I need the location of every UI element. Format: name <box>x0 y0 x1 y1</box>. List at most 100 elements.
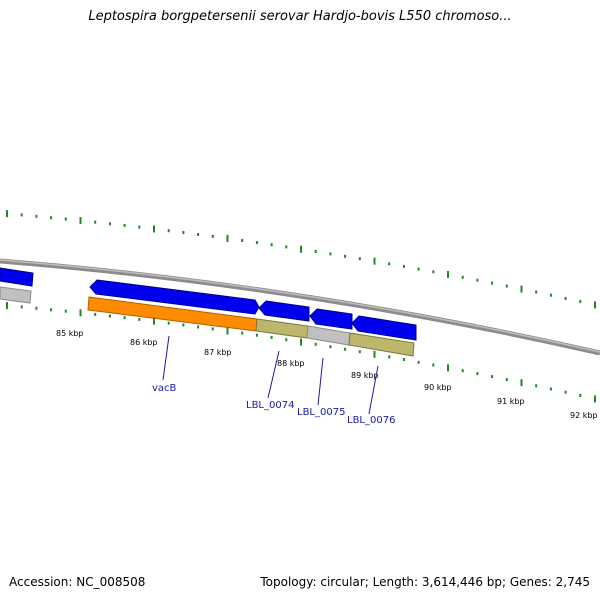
leader-lbl-0076 <box>368 365 379 415</box>
gene-label-lbl-0075[interactable]: LBL_0075 <box>297 407 345 418</box>
outer-tick-6 <box>94 220 97 224</box>
inner-tick-32 <box>476 372 479 376</box>
outer-tick-19 <box>285 245 288 249</box>
topology-text: Topology: circular; Length: 3,614,446 bp… <box>260 575 590 589</box>
olive-feature-lbl-0076[interactable] <box>348 332 415 357</box>
inner-tick-1 <box>20 305 23 309</box>
outer-tick-2 <box>35 214 38 218</box>
outer-tick-8 <box>123 223 126 227</box>
inner-tick-29 <box>432 363 435 367</box>
scale-label-90: 90 kbp <box>424 383 452 392</box>
inner-tick-8 <box>123 316 126 320</box>
inner-tick-25 <box>373 350 376 358</box>
inner-tick-36 <box>535 384 538 388</box>
outer-tick-40 <box>594 301 596 309</box>
outer-tick-14 <box>211 234 214 238</box>
scale-label-91: 91 kbp <box>497 397 525 406</box>
outer-tick-17 <box>255 241 258 245</box>
cds-feature-left-edge[interactable] <box>0 267 34 287</box>
gene-label-lbl-0076[interactable]: LBL_0076 <box>347 415 395 426</box>
outer-tick-16 <box>241 239 244 242</box>
inner-tick-24 <box>358 350 361 354</box>
inner-tick-20 <box>300 338 302 346</box>
scale-label-87: 87 kbp <box>204 348 232 357</box>
outer-tick-39 <box>579 300 582 304</box>
outer-tick-38 <box>564 296 567 300</box>
inner-tick-3 <box>50 308 53 312</box>
outer-tick-21 <box>314 250 317 253</box>
leader-lbl-0074 <box>267 350 280 399</box>
inner-tick-31 <box>461 369 464 373</box>
inner-tick-17 <box>255 333 258 337</box>
outer-tick-32 <box>476 278 479 282</box>
inner-tick-11 <box>167 321 170 325</box>
outer-tick-0 <box>6 210 8 218</box>
outer-tick-12 <box>182 231 185 234</box>
inner-tick-18 <box>270 335 273 339</box>
outer-tick-23 <box>344 254 347 258</box>
gene-label-lbl-0074[interactable]: LBL_0074 <box>246 400 294 411</box>
inner-tick-21 <box>314 342 317 346</box>
inner-tick-39 <box>579 394 582 397</box>
outer-tick-5 <box>79 217 82 225</box>
outer-tick-22 <box>329 252 332 256</box>
outer-tick-7 <box>108 222 111 226</box>
outer-tick-31 <box>461 275 464 279</box>
inner-tick-35 <box>520 379 523 387</box>
inner-tick-4 <box>64 309 67 313</box>
accession-text: Accession: NC_008508 <box>9 575 146 589</box>
outer-tick-4 <box>64 217 67 221</box>
inner-tick-40 <box>594 395 596 403</box>
outer-tick-track <box>6 210 596 309</box>
inner-tick-5 <box>79 309 82 317</box>
gene-label-vacb[interactable]: vacB <box>152 383 177 394</box>
chromosome-backbone <box>0 258 600 356</box>
cds-feature-lbl-0075[interactable] <box>309 308 353 330</box>
inner-tick-14 <box>211 327 214 331</box>
cds-feature-vacb[interactable] <box>89 279 260 315</box>
leader-vacb <box>162 335 170 381</box>
outer-tick-37 <box>549 293 552 297</box>
gray-feature-lbl-0075[interactable] <box>306 325 351 346</box>
inner-tick-28 <box>417 360 420 364</box>
outer-tick-11 <box>167 229 170 233</box>
map-title: Leptospira borgpetersenii serovar Hardjo… <box>88 9 512 24</box>
outer-tick-27 <box>402 264 405 268</box>
inner-tick-0 <box>6 302 8 310</box>
scale-label-86: 86 kbp <box>130 338 158 347</box>
outer-tick-25 <box>373 257 376 265</box>
olive-feature-lbl-0074[interactable] <box>255 318 309 339</box>
inner-tick-27 <box>402 358 405 361</box>
outer-tick-35 <box>520 285 523 293</box>
leader-lbl-0075 <box>317 357 324 406</box>
cds-feature-lbl-0076[interactable] <box>351 315 417 341</box>
inner-tick-2 <box>35 306 38 310</box>
feature-track <box>0 286 415 357</box>
gray-feature-left-edge[interactable] <box>0 286 32 304</box>
chromosome-backbone-highlight <box>0 259 600 353</box>
inner-tick-34 <box>505 378 508 382</box>
outer-tick-13 <box>197 233 200 236</box>
outer-tick-28 <box>417 267 420 271</box>
outer-tick-1 <box>20 213 23 217</box>
inner-tick-12 <box>182 323 185 327</box>
inner-tick-26 <box>388 355 391 359</box>
inner-tick-38 <box>564 390 567 394</box>
outer-tick-36 <box>535 290 538 294</box>
scale-label-88: 88 kbp <box>277 359 305 368</box>
inner-tick-23 <box>344 347 347 351</box>
outer-tick-18 <box>270 243 273 247</box>
outer-tick-34 <box>505 284 508 288</box>
inner-tick-30 <box>447 364 449 372</box>
inner-tick-7 <box>108 314 111 318</box>
cds-feature-lbl-0074[interactable] <box>258 300 310 322</box>
scale-label-85: 85 kbp <box>56 329 84 338</box>
inner-tick-15 <box>226 327 229 335</box>
scale-labels: 85 kbp 86 kbp 87 kbp 88 kbp 89 kbp 90 kb… <box>56 329 598 420</box>
scale-label-89: 89 kbp <box>351 371 379 380</box>
gene-label-leaders <box>162 335 379 415</box>
outer-tick-15 <box>226 234 229 242</box>
inner-tick-10 <box>153 317 155 325</box>
outer-tick-26 <box>388 262 391 266</box>
